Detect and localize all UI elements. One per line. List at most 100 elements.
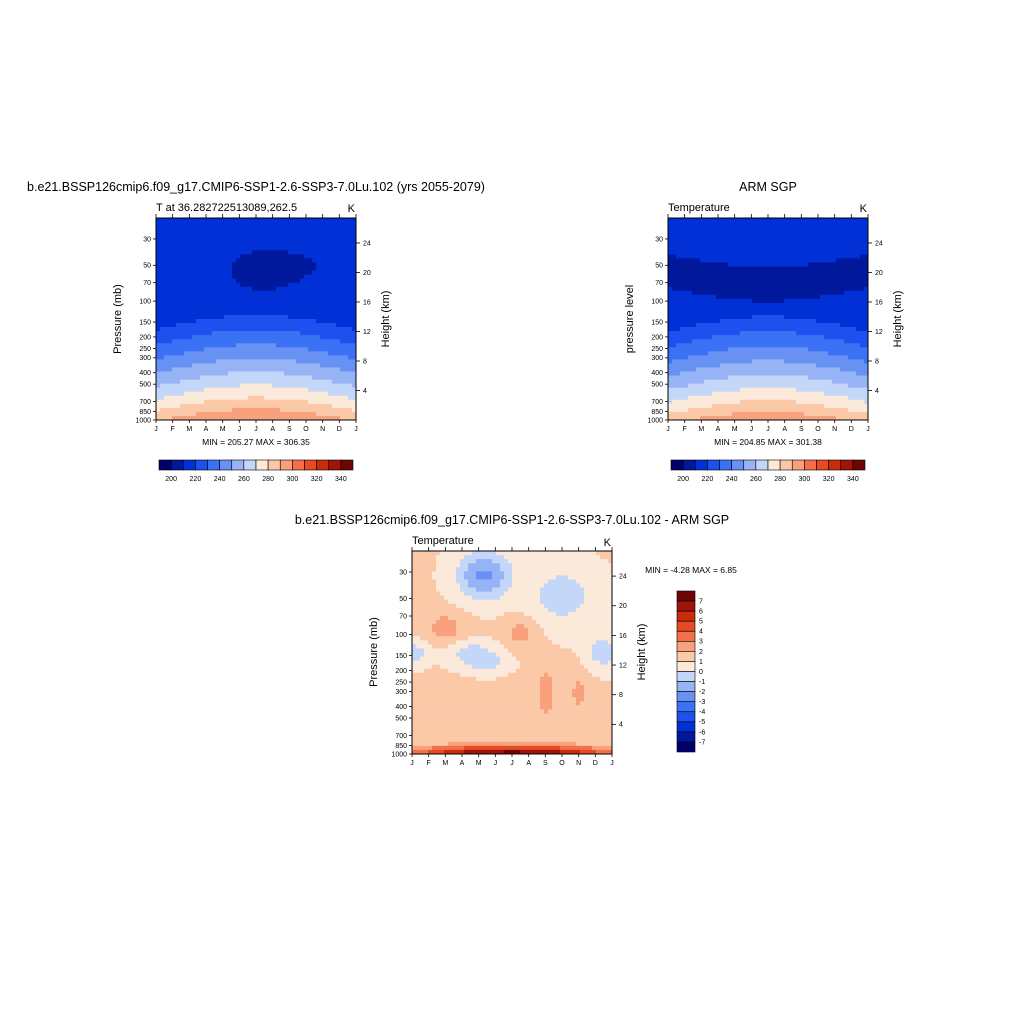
contour-cell [808, 375, 813, 380]
contour-cell [284, 246, 289, 251]
contour-cell [824, 306, 829, 312]
contour-cell [236, 262, 241, 267]
contour-cell [864, 298, 869, 304]
contour-cell [812, 383, 817, 389]
contour-cell [840, 363, 845, 368]
contour-cell [808, 347, 813, 352]
contour-cell [180, 403, 185, 409]
contour-cell [864, 399, 869, 405]
contour-cell [352, 278, 357, 284]
contour-cell [816, 234, 821, 239]
contour-cell [808, 306, 813, 312]
contour-cell [852, 383, 857, 389]
contour-cell [232, 415, 237, 421]
contour-cell [764, 246, 769, 251]
contour-cell [772, 254, 777, 259]
contour-cell [780, 222, 785, 227]
contour-cell [720, 218, 725, 223]
contour-cell [340, 274, 345, 279]
contour-cell [288, 306, 293, 312]
contour-cell [692, 226, 697, 231]
contour-cell [684, 290, 689, 296]
contour-cell [344, 347, 349, 352]
contour-cell [680, 234, 685, 239]
contour-cell [220, 278, 225, 284]
contour-cell [784, 319, 789, 324]
contour-cell [276, 246, 281, 251]
contour-cell [328, 286, 333, 292]
contour-cell [320, 319, 325, 324]
contour-cell [252, 246, 257, 251]
contour-cell [264, 343, 269, 348]
contour-cell [720, 319, 725, 324]
contour-cell [204, 222, 209, 227]
contour-cell [340, 363, 345, 368]
contour-cell [860, 266, 865, 271]
contour-cell [820, 306, 825, 312]
contour-cell [732, 270, 737, 275]
contour-cell [832, 343, 837, 348]
contour-cell [708, 222, 713, 227]
contour-cell [808, 327, 813, 332]
contour-cell [224, 246, 229, 251]
contour-cell [332, 310, 337, 316]
contour-cell [236, 298, 241, 304]
contour-cell [224, 226, 229, 231]
contour-cell [748, 302, 753, 308]
model-units: K [348, 203, 356, 215]
contour-cell [164, 310, 169, 316]
contour-cell [320, 274, 325, 279]
contour-cell [820, 258, 825, 263]
contour-cell [672, 379, 677, 385]
contour-cell [188, 387, 193, 393]
contour-cell [256, 254, 261, 259]
contour-cell [708, 266, 713, 271]
contour-cell [260, 246, 265, 251]
contour-cell [684, 222, 689, 227]
contour-cell [204, 351, 209, 356]
contour-cell [716, 399, 721, 405]
contour-cell [808, 335, 813, 340]
contour-cell [696, 391, 701, 397]
contour-cell [248, 254, 253, 259]
contour-cell [220, 254, 225, 259]
contour-cell [180, 407, 185, 413]
contour-cell [680, 290, 685, 296]
contour-cell [268, 367, 273, 372]
contour-cell [336, 274, 341, 279]
contour-cell [236, 391, 241, 397]
contour-cell [308, 274, 313, 279]
contour-cell [668, 371, 673, 376]
contour-cell [732, 302, 737, 308]
contour-cell [704, 274, 709, 279]
contour-cell [336, 411, 341, 417]
contour-cell [176, 242, 181, 247]
contour-cell [668, 218, 673, 223]
contour-cell [288, 339, 293, 344]
contour-cell [268, 319, 273, 324]
contour-cell [352, 290, 357, 296]
contour-cell [840, 218, 845, 223]
contour-cell [288, 218, 293, 223]
contour-cell [296, 387, 301, 393]
contour-cell [200, 242, 205, 247]
contour-cell [704, 343, 709, 348]
contour-cell [720, 363, 725, 368]
contour-cell [840, 262, 845, 267]
contour-cell [740, 222, 745, 227]
contour-cell [684, 407, 689, 413]
contour-cell [736, 335, 741, 340]
contour-cell [180, 375, 185, 380]
contour-cell [712, 226, 717, 231]
contour-cell [276, 335, 281, 340]
contour-cell [220, 306, 225, 312]
contour-cell [776, 278, 781, 284]
contour-cell [784, 234, 789, 239]
contour-cell [164, 306, 169, 312]
contour-cell [768, 335, 773, 340]
y2-tick-label: 12 [363, 329, 371, 336]
contour-cell [700, 379, 705, 385]
contour-cell [736, 246, 741, 251]
contour-cell [200, 347, 205, 352]
contour-cell [200, 355, 205, 360]
